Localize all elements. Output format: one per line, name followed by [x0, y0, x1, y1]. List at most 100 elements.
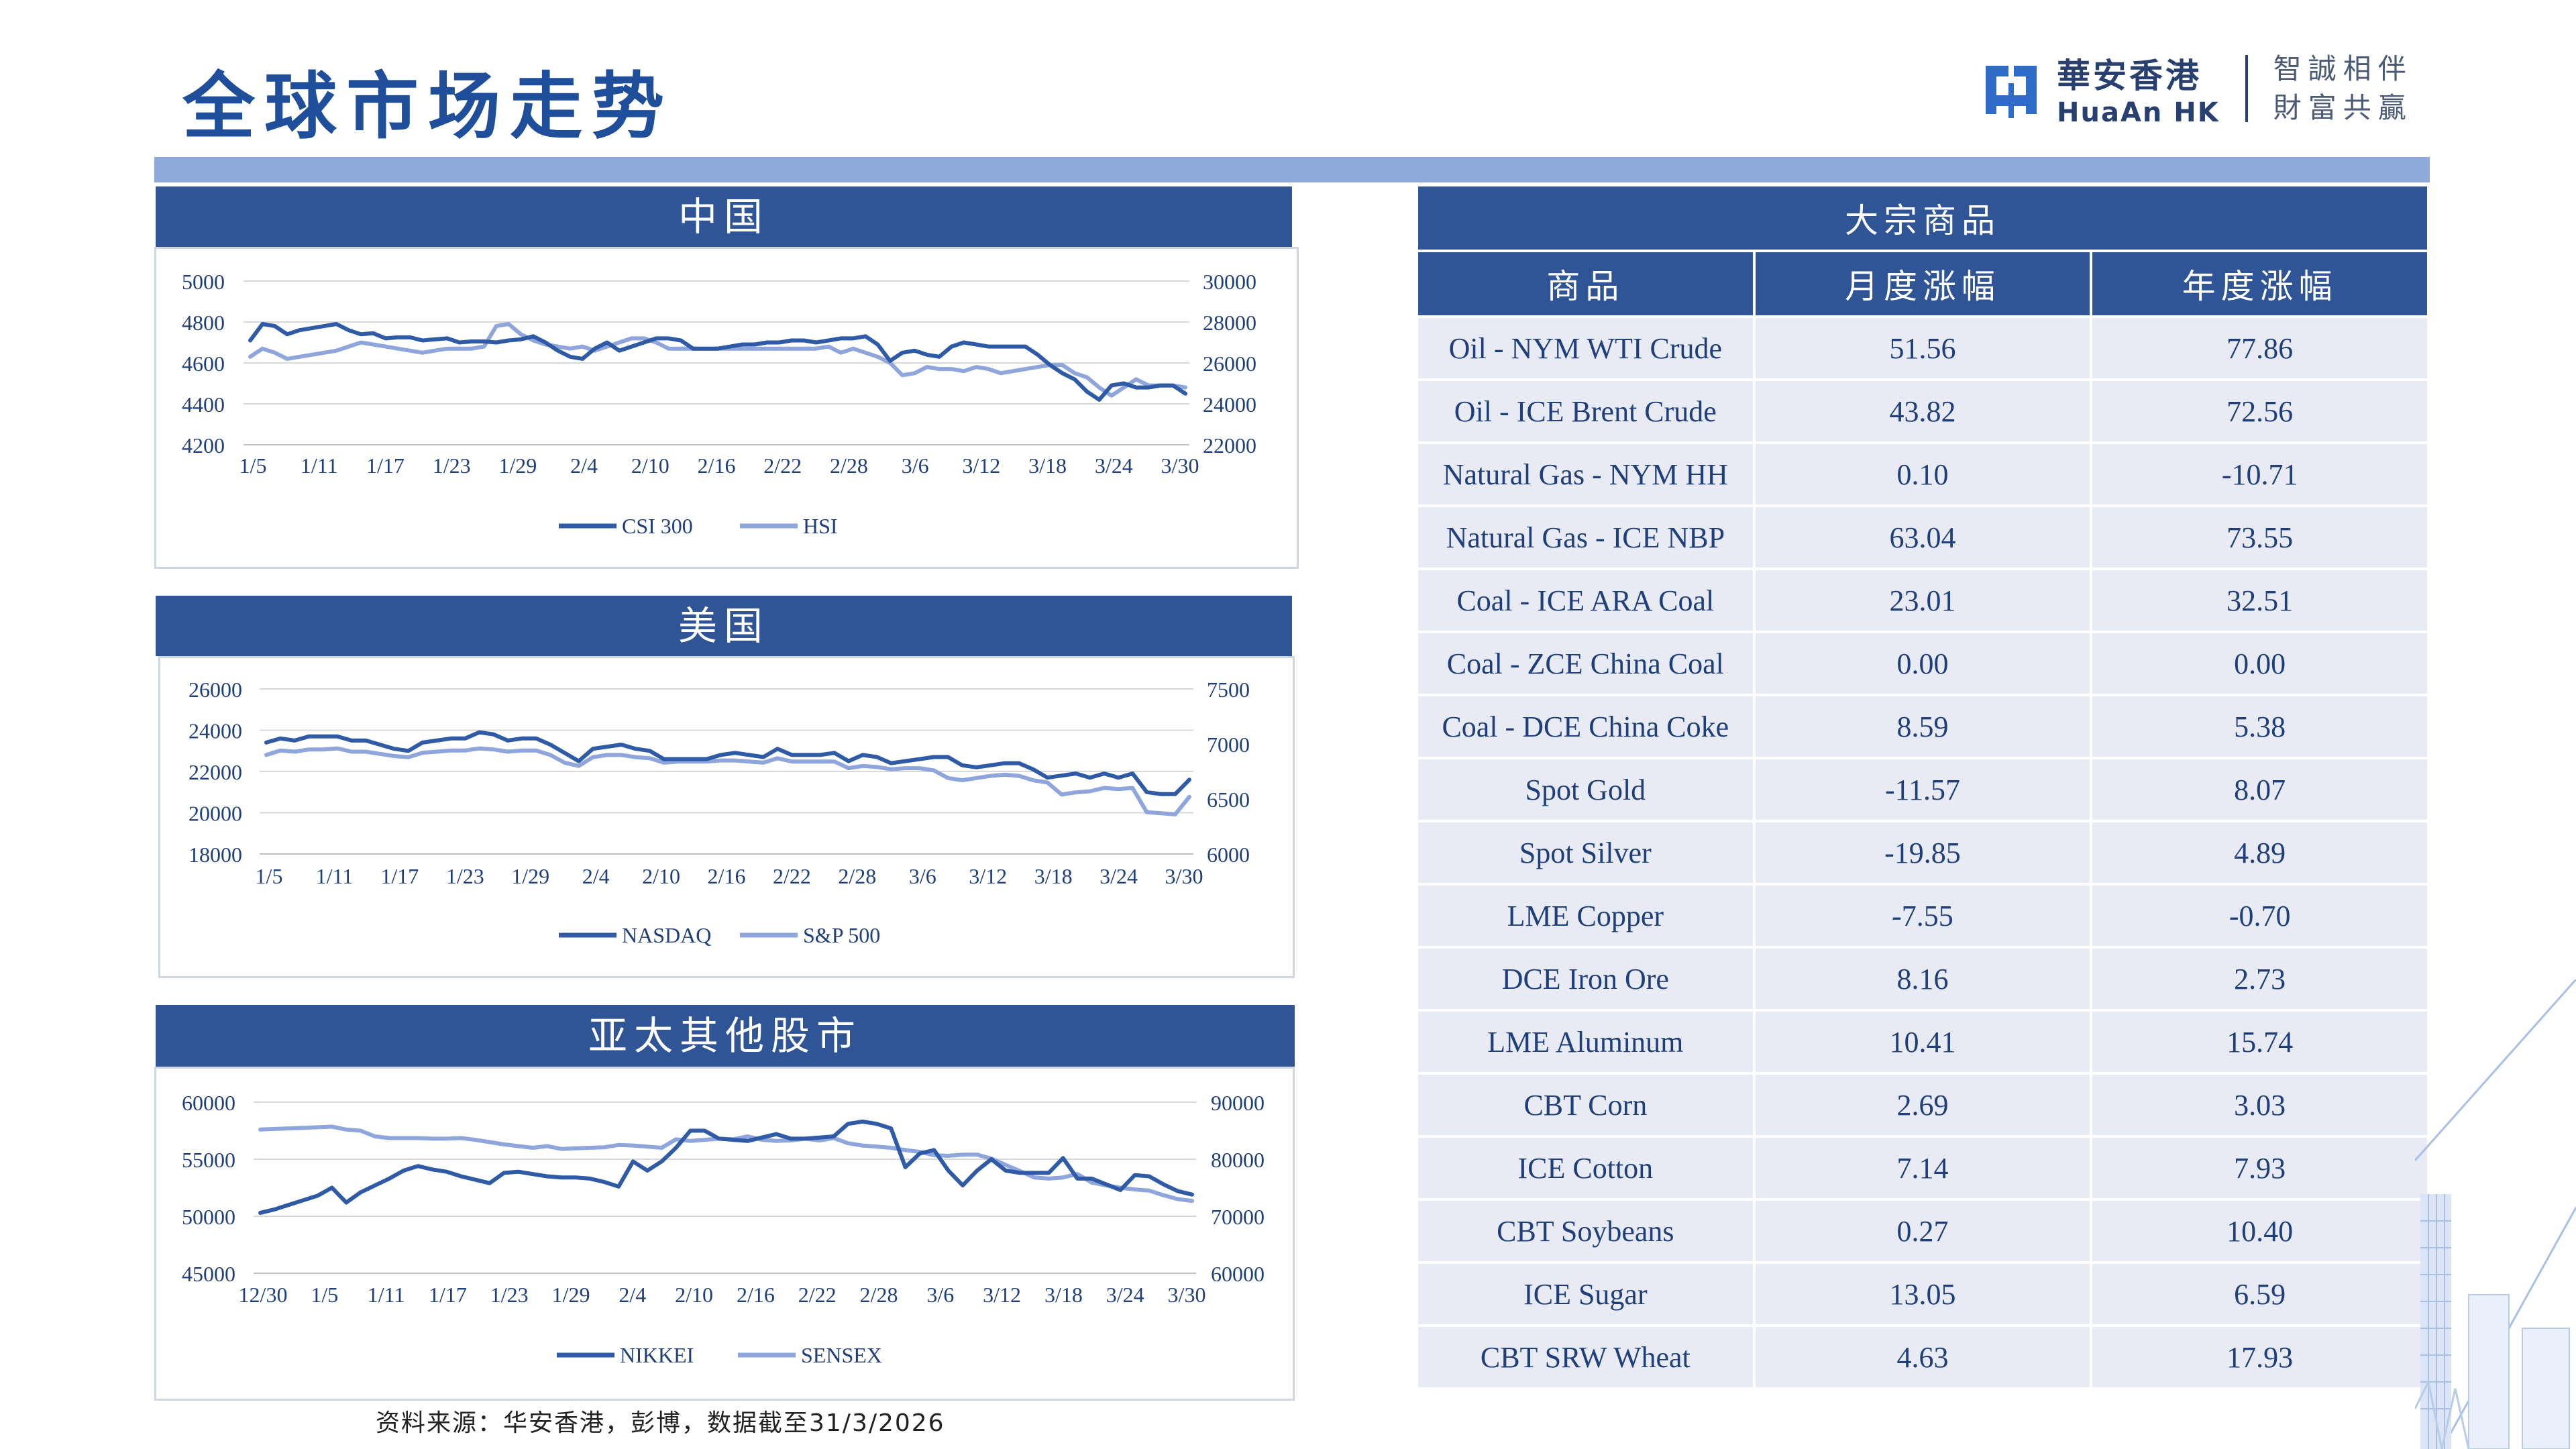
y-right-tick-label: 6000 [1207, 843, 1250, 867]
x-tick-label: 2/28 [838, 864, 876, 888]
x-tick-label: 1/23 [490, 1283, 529, 1307]
col-header-commodity: 商品 [1415, 250, 1756, 318]
y-left-tick-label: 4200 [182, 433, 225, 458]
table-row: ICE Sugar 13.05 6.59 [1415, 1261, 2430, 1327]
yearly-change-cell: 32.51 [2090, 568, 2430, 633]
monthly-change-cell: 63.04 [1752, 504, 2093, 570]
table-row: Oil - ICE Brent Crude 43.82 72.56 [1415, 378, 2430, 444]
us-panel-title: 美国 [156, 596, 1292, 656]
y-right-tick-label: 7500 [1207, 678, 1250, 702]
legend-label: NASDAQ [622, 923, 711, 947]
y-left-tick-label: 4600 [182, 352, 225, 376]
x-tick-label: 1/29 [552, 1283, 590, 1307]
table-row: CBT Soybeans 0.27 10.40 [1415, 1198, 2430, 1264]
commodity-name-cell: CBT SRW Wheat [1415, 1324, 1756, 1390]
y-right-tick-label: 28000 [1203, 311, 1256, 335]
monthly-change-cell: 4.63 [1752, 1324, 2093, 1390]
commodity-name-cell: Oil - ICE Brent Crude [1415, 378, 1756, 444]
commodity-name-cell: ICE Cotton [1415, 1135, 1756, 1201]
x-tick-label: 1/29 [511, 864, 549, 888]
y-left-tick-label: 20000 [189, 802, 242, 826]
x-tick-label: 1/11 [368, 1283, 405, 1307]
logo-en-name: HuaAn HK [2057, 97, 2220, 128]
header-band [154, 157, 2430, 182]
table-row: LME Aluminum 10.41 15.74 [1415, 1009, 2430, 1075]
commodities-panel: 大宗商品 商品 月度涨幅 年度涨幅 Oil - NYM WTI Crude 51.… [1415, 184, 2430, 1390]
table-row: CBT Corn 2.69 3.03 [1415, 1072, 2430, 1138]
x-tick-label: 2/10 [642, 864, 680, 888]
yearly-change-cell: 7.93 [2090, 1135, 2430, 1201]
table-row: DCE Iron Ore 8.16 2.73 [1415, 946, 2430, 1012]
source-note: 资料来源：华安香港，彭博，数据截至31/3/2026 [376, 1409, 945, 1437]
commodity-name-cell: CBT Corn [1415, 1072, 1756, 1138]
apac-chart: 60000 55000 50000 45000 90000 80000 70000 60000… [154, 1067, 1295, 1401]
x-tick-label: 1/29 [498, 453, 537, 478]
monthly-change-cell: 0.27 [1752, 1198, 2093, 1264]
x-tick-label: 1/5 [239, 453, 267, 478]
y-left-tick-label: 18000 [189, 843, 242, 867]
slogan-line-1: 智誠相伴 [2273, 52, 2413, 85]
yearly-change-cell: 17.93 [2090, 1324, 2430, 1390]
legend-label: NIKKEI [620, 1343, 694, 1367]
x-tick-label: 2/22 [773, 864, 811, 888]
monthly-change-cell: 13.05 [1752, 1261, 2093, 1327]
yearly-change-cell: 2.73 [2090, 946, 2430, 1012]
y-right-tick-label: 30000 [1203, 270, 1256, 294]
y-left-tick-label: 45000 [182, 1262, 235, 1286]
x-tick-label: 2/28 [860, 1283, 898, 1307]
monthly-change-cell: 2.69 [1752, 1072, 2093, 1138]
y-left-tick-label: 26000 [189, 678, 242, 702]
x-tick-label: 1/23 [446, 864, 484, 888]
series-line-nasdaq [264, 730, 1191, 796]
x-tick-label: 2/4 [582, 864, 610, 888]
china-line-chart: 5000 4800 4600 4400 4200 30000 28000 26000 24000… [182, 270, 1256, 538]
x-tick-label: 3/18 [1028, 453, 1067, 478]
china-chart: 5000 4800 4600 4400 4200 30000 28000 26000 24000… [154, 247, 1299, 569]
x-tick-label: 3/24 [1095, 453, 1133, 478]
y-right-tick-label: 90000 [1211, 1091, 1265, 1115]
x-tick-label: 2/4 [619, 1283, 646, 1307]
yearly-change-cell: 0.00 [2090, 631, 2430, 696]
x-tick-label: 3/12 [969, 864, 1007, 888]
commodity-name-cell: Natural Gas - ICE NBP [1415, 504, 1756, 570]
us-line-chart: 26000 24000 22000 20000 18000 7500 7000 6500 600… [189, 678, 1250, 947]
x-tick-label: 1/23 [433, 453, 471, 478]
commodity-name-cell: Spot Gold [1415, 757, 1756, 822]
x-tick-label: 2/4 [570, 453, 598, 478]
x-tick-label: 2/10 [631, 453, 669, 478]
series-line-nikkei [258, 1119, 1194, 1215]
monthly-change-cell: 0.00 [1752, 631, 2093, 696]
col-header-yearly: 年度涨幅 [2090, 250, 2430, 318]
x-tick-label: 3/18 [1034, 864, 1073, 888]
legend-label: HSI [803, 514, 838, 538]
monthly-change-cell: -19.85 [1752, 820, 2093, 885]
y-right-tick-label: 24000 [1203, 392, 1256, 417]
us-chart: 26000 24000 22000 20000 18000 7500 7000 6500 600… [158, 656, 1295, 978]
apac-line-chart: 60000 55000 50000 45000 90000 80000 70000 60000… [182, 1091, 1265, 1367]
monthly-change-cell: 51.56 [1752, 315, 2093, 381]
legend-label: S&P 500 [803, 923, 880, 947]
y-right-tick-label: 80000 [1211, 1148, 1265, 1172]
table-row: Coal - ZCE China Coal 0.00 0.00 [1415, 631, 2430, 696]
commodity-name-cell: Coal - ZCE China Coal [1415, 631, 1756, 696]
commodities-table: 大宗商品 商品 月度涨幅 年度涨幅 Oil - NYM WTI Crude 51.… [1415, 184, 2430, 1390]
x-tick-label: 1/5 [256, 864, 283, 888]
yearly-change-cell: 15.74 [2090, 1009, 2430, 1075]
table-row: Spot Silver -19.85 4.89 [1415, 820, 2430, 885]
apac-panel-title: 亚太其他股市 [156, 1005, 1295, 1067]
monthly-change-cell: 23.01 [1752, 568, 2093, 633]
x-tick-label: 1/17 [366, 453, 405, 478]
monthly-change-cell: 43.82 [1752, 378, 2093, 444]
y-left-tick-label: 60000 [182, 1091, 235, 1115]
commodity-name-cell: Coal - ICE ARA Coal [1415, 568, 1756, 633]
y-left-tick-label: 55000 [182, 1148, 235, 1172]
slogan-line-2: 財富共贏 [2273, 91, 2413, 124]
x-tick-label: 3/12 [983, 1283, 1021, 1307]
monthly-change-cell: 8.16 [1752, 946, 2093, 1012]
commodity-name-cell: ICE Sugar [1415, 1261, 1756, 1327]
commodity-name-cell: LME Copper [1415, 883, 1756, 949]
commodities-title: 大宗商品 [1415, 184, 2430, 252]
yearly-change-cell: 8.07 [2090, 757, 2430, 822]
logo-slogan: 智誠相伴 財富共贏 [2273, 50, 2413, 127]
table-row: ICE Cotton 7.14 7.93 [1415, 1135, 2430, 1201]
